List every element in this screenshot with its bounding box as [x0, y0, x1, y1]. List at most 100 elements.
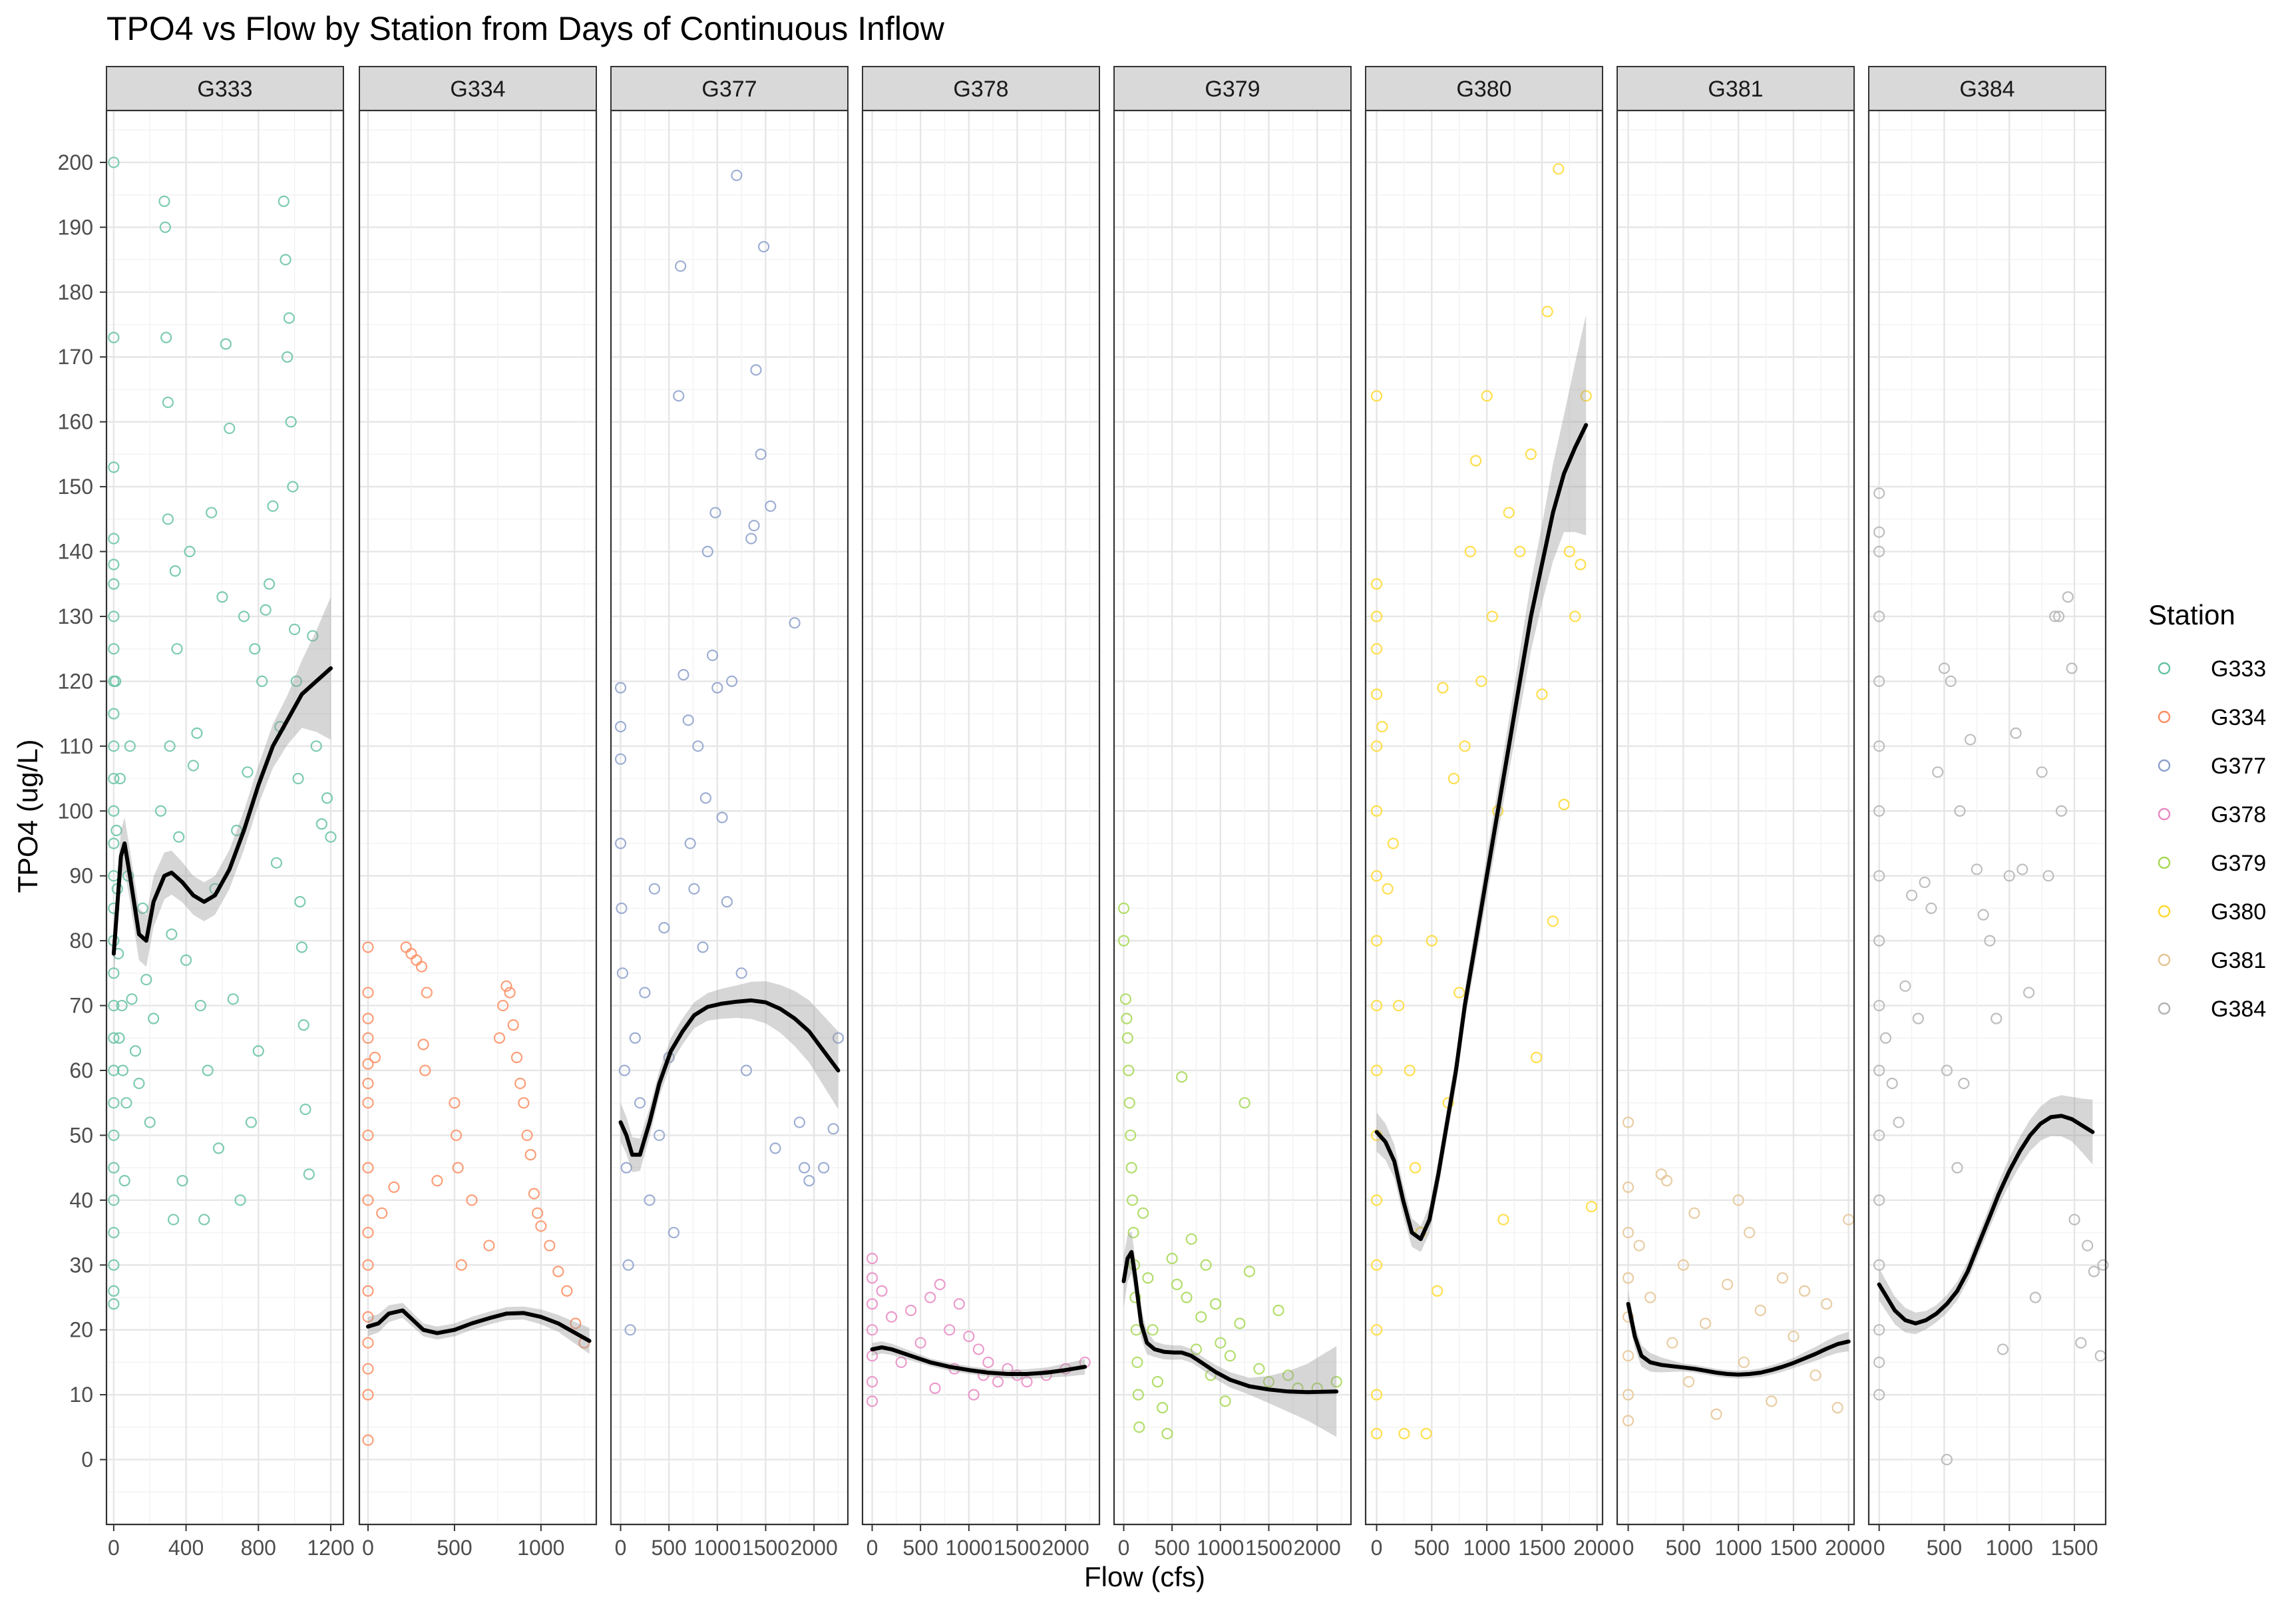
data-point [1409, 1162, 1422, 1174]
data-point [658, 922, 670, 934]
data-point [1622, 1116, 1634, 1128]
data-point [1123, 1097, 1135, 1109]
data-point [1991, 1013, 2003, 1025]
data-point [154, 805, 167, 817]
facet-strip-label: G384 [1959, 77, 2014, 102]
data-point [325, 831, 337, 843]
data-point [260, 604, 272, 616]
data-point [148, 1013, 160, 1025]
x-tick-label: 2000 [1825, 1536, 1872, 1560]
data-point [1376, 720, 1388, 733]
data-points-g380 [1370, 163, 1598, 1440]
facet-panel-g333: G333 0 400 800 1200 [105, 66, 355, 1560]
y-tick-label: 20 [69, 1318, 93, 1342]
x-tick-label: 1000 [517, 1536, 564, 1560]
data-point [1622, 1181, 1634, 1193]
data-point [731, 169, 743, 182]
x-tick-label: 1500 [1518, 1536, 1565, 1560]
data-point [362, 1337, 374, 1349]
data-point [1514, 545, 1526, 558]
data-point [252, 1045, 264, 1057]
data-point [1125, 1129, 1137, 1142]
data-point [497, 999, 509, 1012]
data-point [1475, 675, 1487, 687]
facet-panel-g381: G381 0 500 1000 1500 2000 [1616, 66, 1872, 1560]
legend-item-g377: G377 [2158, 754, 2266, 779]
data-point [885, 1311, 898, 1323]
x-tick-label: 1000 [1715, 1536, 1762, 1560]
x-tick-label: 500 [1927, 1536, 1962, 1560]
x-tick-label: 1000 [1197, 1536, 1244, 1560]
legend-key [2158, 759, 2171, 772]
data-point [1873, 545, 1885, 558]
legend-key [2158, 856, 2171, 869]
data-point [748, 519, 760, 532]
data-point [1886, 1077, 1898, 1090]
data-point [1873, 1129, 1885, 1142]
x-tick-label: 0 [108, 1536, 120, 1560]
data-point [1398, 1427, 1410, 1440]
legend-label: G381 [2211, 948, 2266, 973]
legend-label: G380 [2211, 899, 2266, 925]
data-point [866, 1376, 878, 1388]
facet-strip [106, 66, 344, 111]
data-point [242, 766, 254, 778]
data-point [1776, 1272, 1788, 1284]
confidence-band [872, 1341, 1085, 1379]
data-point [116, 999, 128, 1012]
data-point [285, 416, 297, 428]
data-point [1190, 1343, 1203, 1355]
panel-border [105, 109, 345, 1526]
data-point [1464, 545, 1476, 558]
y-tick-label: 10 [69, 1383, 93, 1407]
data-point [799, 1162, 811, 1174]
data-point [876, 1285, 888, 1297]
data-point [1531, 1051, 1543, 1064]
data-point [1262, 1376, 1275, 1388]
data-point [1810, 1369, 1821, 1381]
data-point [2082, 1240, 2094, 1252]
data-point [1370, 1064, 1383, 1076]
data-point [1873, 610, 1885, 622]
data-point [2042, 870, 2054, 882]
data-point [108, 999, 120, 1012]
data-point [1798, 1285, 1811, 1297]
data-point [362, 1434, 374, 1446]
data-point [1181, 1291, 1193, 1303]
data-point [532, 1207, 544, 1219]
data-point [249, 643, 261, 655]
data-point [697, 941, 709, 953]
data-point [245, 1116, 258, 1128]
data-point [1699, 1317, 1712, 1329]
x-tick-label: 1500 [1245, 1536, 1292, 1560]
data-point [992, 1376, 1004, 1388]
data-point [1224, 1350, 1236, 1362]
confidence-band [620, 981, 839, 1172]
data-point [622, 1259, 634, 1271]
data-point [173, 831, 185, 843]
data-point [108, 1064, 120, 1076]
data-point [518, 1097, 530, 1109]
data-point [283, 312, 295, 324]
data-point [1633, 1240, 1645, 1252]
data-point [2049, 610, 2061, 622]
data-point [108, 156, 120, 168]
y-tick-label: 60 [69, 1058, 93, 1082]
confidence-band [1628, 1291, 1849, 1379]
data-point [1219, 1395, 1231, 1407]
data-point [701, 545, 713, 558]
data-point [677, 669, 689, 681]
panel-background [106, 111, 343, 1524]
data-point [1040, 1369, 1052, 1381]
data-point [1370, 1427, 1383, 1440]
data-point [280, 254, 291, 266]
data-point [968, 1389, 980, 1401]
data-point [1873, 1356, 1885, 1369]
data-point [110, 824, 122, 837]
data-point [624, 1324, 636, 1336]
data-point [716, 811, 728, 823]
data-point [1622, 1272, 1634, 1284]
data-point [1239, 1097, 1250, 1109]
data-point [187, 760, 200, 772]
data-point [1370, 610, 1383, 622]
